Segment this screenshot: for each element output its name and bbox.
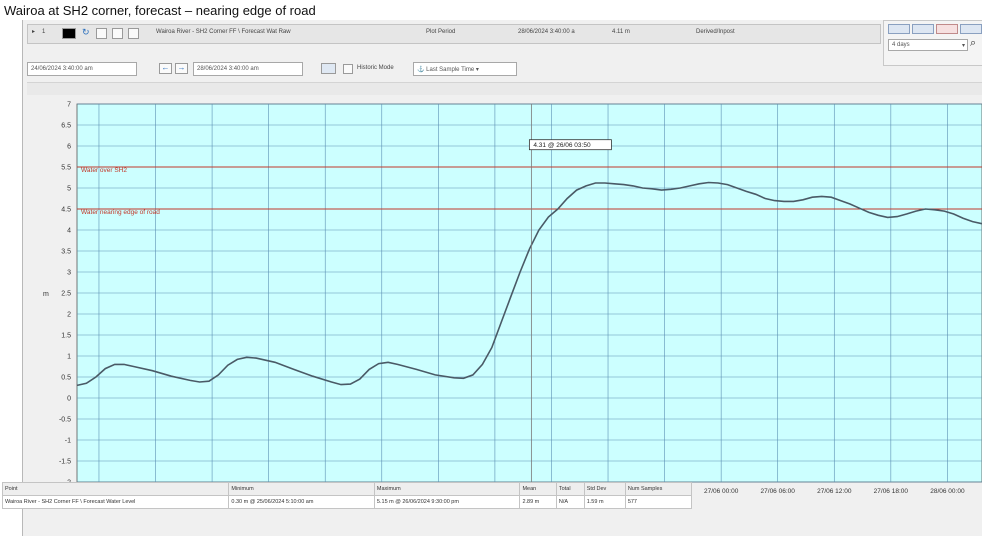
series-toolbar: ▸ 1 ↻ Wairoa River - SH2 Corner FF \ For… — [27, 24, 881, 44]
y-tick-label: 4 — [67, 228, 71, 235]
period-select[interactable]: 4 days ▾ — [888, 39, 968, 51]
stats-header: Num Samples — [624, 482, 693, 496]
y-tick-label: 1 — [67, 354, 71, 361]
y-tick-label: -0.5 — [59, 417, 71, 424]
stats-header: Point — [1, 482, 230, 496]
checkbox-visible[interactable] — [96, 28, 107, 39]
cursor-tooltip — [528, 139, 612, 151]
expand-icon[interactable]: ▸ — [32, 29, 36, 35]
y-tick-label: 2 — [67, 312, 71, 319]
stats-cell: 5.15 m @ 26/06/2024 9:30:00 pm — [373, 495, 521, 509]
pan-button[interactable] — [912, 24, 934, 34]
stats-cell: 1.59 m — [583, 495, 626, 509]
dropdown-arrow-icon: ▾ — [475, 67, 479, 73]
y-tick-label: 5.5 — [61, 165, 71, 172]
y-tick-label: 6.5 — [61, 123, 71, 130]
statistics-table: Point Minimum Maximum Mean Total Std Dev… — [1, 482, 693, 509]
stats-header: Maximum — [373, 482, 521, 496]
y-tick-label: 4.5 — [61, 207, 71, 214]
stats-cell: N/A — [555, 495, 585, 509]
x-tick-label: 27/06 18:00 — [874, 488, 909, 495]
stats-header-row: Point Minimum Maximum Mean Total Std Dev… — [1, 482, 693, 496]
y-tick-label: 7 — [67, 102, 71, 109]
forward-arrow-icon[interactable]: → — [175, 63, 188, 74]
figure-caption: Wairoa at SH2 corner, forecast – nearing… — [4, 3, 316, 18]
threshold-label: Water over SH2 — [81, 167, 127, 174]
refresh-icon[interactable]: ↻ — [82, 27, 90, 37]
stats-cell: 0.30 m @ 25/06/2024 5:10:00 am — [228, 495, 375, 509]
y-tick-label: 2.5 — [61, 291, 71, 298]
plot-period-value: 28/06/2024 3:40:00 a — [518, 29, 575, 35]
table-row[interactable]: Wairoa River - SH2 Corner FF \ Forecast … — [1, 495, 693, 509]
y-tick-label: -1.5 — [59, 459, 71, 466]
historic-mode-label: Historic Mode — [357, 65, 394, 71]
checkbox-label[interactable] — [128, 28, 139, 39]
row-index: 1 — [42, 29, 46, 35]
end-date-input[interactable]: 28/06/2024 3:40:00 am — [193, 62, 303, 76]
series-color-swatch[interactable] — [62, 28, 76, 39]
y-tick-label: 3 — [67, 270, 71, 277]
x-tick-label: 28/06 00:00 — [930, 488, 965, 495]
checkbox-axis[interactable] — [112, 28, 123, 39]
stats-header: Total — [555, 482, 585, 496]
dropdown-arrow-icon: ▾ — [961, 43, 965, 49]
x-tick-label: 27/06 00:00 — [704, 488, 739, 495]
start-date-input[interactable]: 24/06/2024 3:40:00 am — [27, 62, 137, 76]
y-tick-label: 6 — [67, 144, 71, 151]
zoom-button[interactable] — [888, 24, 910, 34]
series-path: Wairoa River - SH2 Corner FF \ Forecast … — [156, 29, 291, 35]
y-tick-label: 0.5 — [61, 375, 71, 382]
stats-cell: 577 — [624, 495, 693, 509]
derived-label: Derived/Inpost — [696, 29, 735, 35]
historic-mode-checkbox[interactable] — [343, 64, 353, 74]
threshold-label: Water nearing edge of road — [81, 209, 160, 216]
stats-header: Mean — [519, 482, 557, 496]
anchor-icon: ⚓ — [417, 67, 425, 73]
status-strip — [27, 82, 982, 95]
y-tick-label: -1 — [65, 438, 71, 445]
stats-header: Minimum — [228, 482, 375, 496]
period-controls: 4 days ▾ ⌕ — [883, 20, 982, 66]
stats-cell: 2.89 m — [519, 495, 557, 509]
plot-period-label: Plot Period — [426, 29, 456, 35]
x-tick-label: 27/06 12:00 — [817, 488, 852, 495]
stats-header: Std Dev — [583, 482, 626, 496]
back-arrow-icon[interactable]: ← — [159, 63, 172, 74]
series-line — [76, 181, 982, 387]
y-tick-label: 5 — [67, 186, 71, 193]
last-sample-dropdown[interactable]: ⚓ Last Sample Time ▾ — [413, 62, 517, 76]
calendar-icon[interactable] — [321, 63, 336, 74]
cursor-tooltip-text: 4.31 @ 26/06 03:50 — [533, 142, 591, 149]
y-tick-label: 3.5 — [61, 249, 71, 256]
y-tick-label: 0 — [67, 396, 71, 403]
stats-cell: Wairoa River - SH2 Corner FF \ Forecast … — [1, 495, 230, 509]
date-toolbar: 24/06/2024 3:40:00 am ← → 28/06/2024 3:4… — [27, 62, 537, 78]
y-tick-label: 1.5 — [61, 333, 71, 340]
close-series-button[interactable] — [936, 24, 958, 34]
x-tick-label: 27/06 06:00 — [761, 488, 796, 495]
search-icon[interactable]: ⌕ — [970, 37, 977, 49]
y-axis-label: m — [43, 291, 49, 298]
reading-value: 4.11 m — [612, 29, 630, 35]
